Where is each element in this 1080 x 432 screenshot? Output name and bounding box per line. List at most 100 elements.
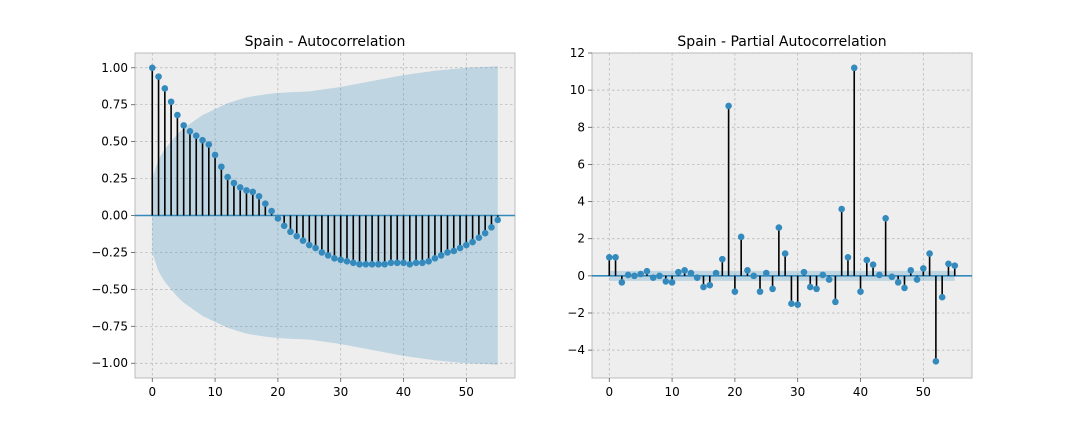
pacf-xtick-label: 20	[727, 385, 742, 399]
pacf-xtick-label: 10	[664, 385, 679, 399]
acf-point-lag-38	[387, 259, 395, 267]
acf-point-lag-18	[262, 200, 269, 207]
acf-xtick-label: 0	[148, 385, 156, 399]
pacf-point-lag-18	[719, 255, 726, 263]
pacf-point-lag-4	[631, 272, 638, 280]
acf-point-lag-6	[186, 127, 194, 135]
acf-point-lag-10	[211, 151, 219, 159]
pacf-point-lag-51	[926, 250, 933, 257]
acf-point-lag-45	[431, 255, 439, 262]
acf-ytick-label: 0.50	[101, 135, 128, 149]
pacf-ytick-label: 10	[570, 83, 585, 97]
pacf-point-lag-30	[794, 301, 802, 308]
pacf-point-lag-15	[700, 283, 707, 291]
acf-point-lag-48	[450, 247, 458, 255]
acf-point-lag-23	[293, 232, 301, 240]
acf-point-lag-26	[312, 244, 319, 252]
pacf-point-lag-20	[731, 288, 739, 295]
acf-point-lag-16	[249, 188, 257, 196]
acf-point-lag-34	[362, 260, 370, 268]
acf-point-lag-19	[268, 207, 275, 215]
pacf-point-lag-8	[656, 272, 663, 280]
pacf-point-lag-7	[649, 274, 657, 282]
pacf-point-lag-10	[668, 279, 676, 286]
pacf-point-lag-13	[687, 269, 695, 277]
acf-point-lag-49	[456, 244, 464, 252]
acf-point-lag-36	[375, 260, 382, 268]
pacf-point-lag-22	[744, 266, 751, 274]
acf-point-lag-47	[444, 249, 451, 256]
acf-point-lag-33	[356, 260, 363, 268]
acf-point-lag-20	[274, 215, 282, 222]
acf-chart-title: Spain - Autocorrelation	[245, 34, 406, 50]
acf-point-lag-44	[425, 257, 432, 265]
acf-point-lag-7	[192, 132, 200, 140]
pacf-point-lag-53	[938, 293, 946, 301]
acf-point-lag-9	[205, 141, 213, 148]
pacf-point-lag-55	[951, 262, 959, 269]
pacf-point-lag-48	[907, 266, 915, 274]
acf-point-lag-11	[218, 163, 225, 171]
pacf-point-lag-16	[706, 281, 714, 289]
pacf-point-lag-34	[819, 271, 827, 279]
acf-point-lag-39	[393, 259, 401, 267]
acf-ytick-label: 0.25	[101, 172, 128, 186]
pacf-point-lag-39	[850, 64, 858, 72]
acf-point-lag-28	[324, 252, 332, 259]
pacf-point-lag-41	[863, 256, 871, 264]
acf-point-lag-42	[412, 259, 420, 267]
acf-point-lag-12	[224, 173, 231, 181]
acf-ytick-label: 1.00	[101, 61, 128, 75]
acf-point-lag-27	[318, 249, 326, 256]
pacf-point-lag-12	[681, 266, 688, 274]
pacf-point-lag-27	[775, 224, 783, 231]
pacf-chart-title: Spain - Partial Autocorrelation	[677, 34, 886, 50]
pacf-point-lag-9	[662, 278, 670, 285]
acf-point-lag-53	[481, 229, 489, 237]
acf-point-lag-17	[255, 192, 263, 200]
acf-point-lag-1	[155, 73, 162, 80]
acf-ytick-label: 0.75	[101, 98, 128, 112]
acf-ytick-label: −0.25	[91, 245, 128, 259]
pacf-point-lag-26	[769, 285, 776, 293]
pacf-point-lag-33	[813, 285, 820, 293]
pacf-ytick-label: 12	[570, 46, 585, 60]
acf-xtick-label: 20	[270, 385, 285, 399]
acf-point-lag-13	[230, 179, 238, 187]
pacf-ytick-label: −2	[567, 306, 585, 320]
pacf-ytick-label: 0	[577, 269, 585, 283]
pacf-point-lag-0	[605, 253, 613, 261]
pacf-point-lag-25	[762, 269, 770, 277]
acf-point-lag-0	[148, 64, 156, 72]
acf-point-lag-51	[469, 238, 476, 246]
pacf-point-lag-5	[637, 270, 644, 278]
acf-xtick-label: 40	[396, 385, 411, 399]
pacf-point-lag-14	[693, 274, 701, 282]
pacf-point-lag-44	[882, 214, 889, 222]
acf-point-lag-25	[305, 241, 313, 249]
acf-point-lag-24	[299, 237, 307, 244]
pacf-point-lag-3	[624, 271, 632, 279]
acf-point-lag-32	[349, 259, 357, 267]
acf-markers	[148, 64, 502, 268]
pacf-ytick-label: 2	[577, 232, 585, 246]
pacf-point-lag-11	[675, 268, 682, 276]
acf-point-lag-41	[406, 260, 414, 268]
acf-point-lag-35	[368, 260, 376, 268]
acf-xtick-label: 50	[459, 385, 474, 399]
acf-point-lag-55	[494, 216, 502, 224]
acf-point-lag-15	[243, 187, 250, 194]
pacf-xtick-label: 50	[916, 385, 931, 399]
pacf-point-lag-45	[888, 273, 896, 281]
acf-point-lag-43	[419, 259, 426, 267]
acf-point-lag-2	[161, 85, 169, 92]
pacf-point-lag-21	[737, 233, 745, 241]
pacf-ytick-label: 6	[577, 157, 585, 171]
pacf-point-lag-1	[612, 253, 619, 261]
acf-point-lag-8	[199, 136, 206, 144]
pacf-markers	[605, 64, 959, 365]
pacf-point-lag-6	[643, 267, 651, 275]
pacf-point-lag-50	[920, 265, 927, 272]
pacf-ytick-label: −4	[567, 343, 585, 357]
